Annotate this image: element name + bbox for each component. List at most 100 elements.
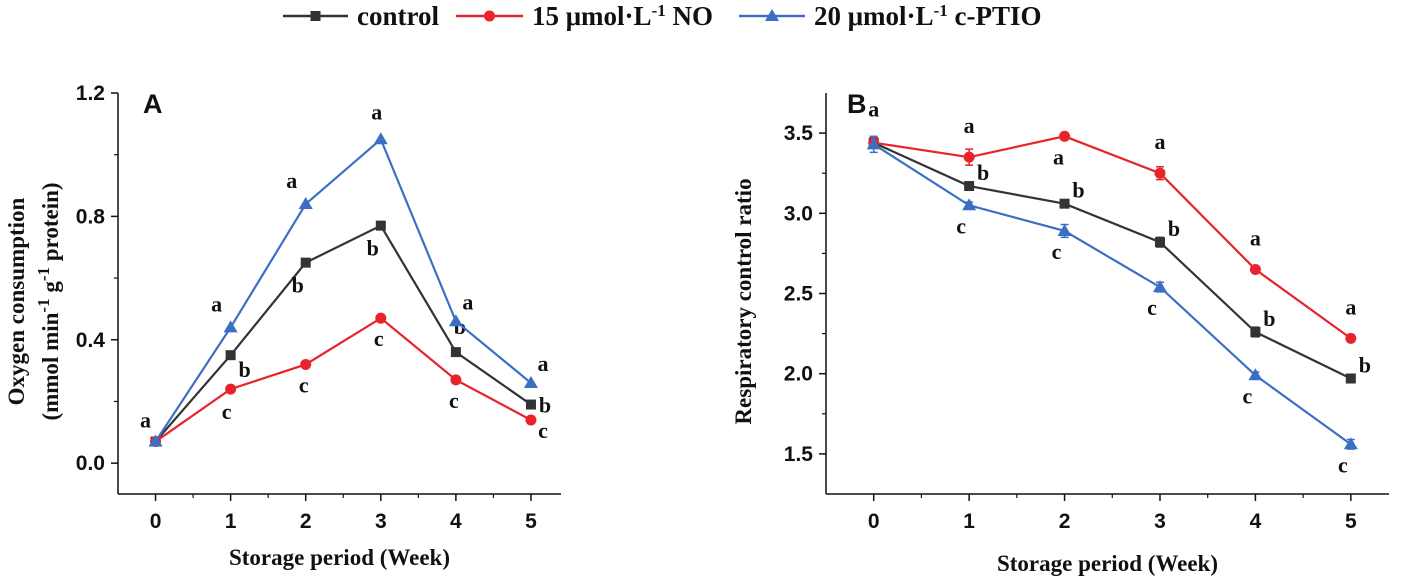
x-axis-title: Storage period (Week) [229, 545, 450, 570]
data-point-triangle [1152, 280, 1167, 293]
x-tick-label: 5 [1345, 510, 1357, 533]
y-axis-title: Respiratory control ratio [731, 178, 756, 424]
y-tick-label: 0.0 [76, 452, 105, 475]
legend-item: 20 μmol·L-1 c-PTIO [739, 1, 1041, 32]
significance-letter: b [1168, 216, 1180, 241]
data-point-triangle [1343, 437, 1358, 450]
significance-letter: a [462, 289, 473, 314]
significance-letter: c [449, 388, 459, 413]
data-point-circle [450, 374, 462, 386]
significance-letter: c [956, 213, 966, 238]
significance-letter: a [537, 351, 548, 376]
x-axis-title: Storage period (Week) [997, 551, 1218, 576]
significance-letter: b [239, 357, 251, 382]
series-line [873, 141, 1352, 380]
y-tick-label: 3.0 [784, 202, 813, 225]
legend-item: control [283, 1, 439, 31]
y-tick-label: 1.5 [784, 443, 814, 466]
data-point-circle [963, 151, 975, 163]
legend-square-marker [310, 11, 321, 21]
series-line [154, 137, 532, 443]
data-point-triangle [298, 197, 313, 210]
data-point-square [450, 347, 461, 358]
legend-label: 20 μmol·L-1 c-PTIO [814, 1, 1041, 32]
chart-panel-b: 1.5 2.0 2.5 3.0 3.5 0 1 2 3 4 5 B Storage period (We… [731, 89, 1389, 576]
legend-label: 15 μmol·L-1 NO [532, 1, 713, 32]
data-point-square [1250, 326, 1261, 337]
data-point-circle [225, 383, 237, 395]
series-line [154, 224, 532, 443]
significance-letter: c [1243, 383, 1253, 408]
significance-letter: c [1338, 452, 1348, 477]
chart-panel-a: 0.0 0.4 0.8 1.2 0 1 2 3 4 5 A Storage period (Week)… [4, 82, 561, 570]
significance-letter: b [1263, 306, 1275, 331]
significance-letter: b [1072, 178, 1084, 203]
legend-triangle-marker [765, 9, 779, 21]
panel-letter: A [143, 89, 163, 119]
data-point-triangle [523, 375, 538, 388]
significance-letter: a [371, 99, 382, 124]
legend-label: control [357, 1, 439, 31]
x-tick-label: 1 [963, 510, 975, 533]
data-point-square [1059, 198, 1070, 209]
significance-letter: b [539, 393, 551, 418]
series-circle: c c c c c [150, 312, 548, 448]
legend-item: 15 μmol·L-1 NO [456, 1, 713, 32]
data-point-square [375, 220, 386, 231]
significance-letter: c [1052, 239, 1062, 264]
y-axis-title-units: (mmol min-1 g-1 protein) [34, 182, 64, 420]
panel-letter: B [847, 89, 867, 119]
series-triangle: a a a a a a [140, 99, 548, 447]
significance-letter: c [374, 326, 384, 351]
significance-letter: c [299, 372, 309, 397]
x-tick-label: 3 [1154, 510, 1166, 533]
significance-letter: a [1250, 225, 1261, 250]
significance-letter: a [286, 168, 297, 193]
significance-letter: a [868, 97, 879, 122]
data-point-circle [300, 358, 312, 370]
y-tick-label: 3.5 [784, 122, 814, 145]
x-tick-label: 4 [1250, 510, 1262, 533]
series-line [873, 143, 1352, 446]
data-point-circle [375, 312, 387, 324]
significance-letter: b [367, 236, 379, 261]
y-tick-label: 1.2 [76, 82, 105, 105]
significance-letter: a [1154, 129, 1165, 154]
significance-letter: c [222, 399, 232, 424]
significance-letter: b [977, 160, 989, 185]
data-point-square [1154, 237, 1165, 248]
x-tick-label: 1 [225, 510, 237, 533]
series-triangle: c c c c c [866, 135, 1358, 477]
data-point-circle [525, 414, 537, 426]
x-tick-label: 0 [868, 510, 880, 533]
legend-circle-marker [484, 10, 495, 22]
x-tick-label: 4 [450, 510, 462, 533]
data-point-square [1345, 373, 1356, 384]
series-line [873, 135, 1352, 340]
y-tick-label: 0.4 [76, 329, 106, 352]
x-tick-label: 3 [375, 510, 387, 533]
y-tick-label: 2.5 [784, 283, 814, 306]
x-tick-label: 0 [150, 510, 162, 533]
data-point-triangle [223, 320, 238, 333]
data-point-triangle [866, 137, 881, 150]
significance-letter: a [964, 113, 975, 138]
data-point-square [525, 399, 536, 410]
y-axis-title: Oxygen consumption [4, 197, 29, 405]
y-tick-label: 2.0 [784, 363, 813, 386]
significance-letter: a [211, 291, 222, 316]
data-point-square [964, 181, 975, 192]
data-point-triangle [962, 198, 977, 211]
data-point-triangle [1248, 368, 1263, 381]
data-point-circle [1345, 332, 1357, 344]
series-line [154, 316, 532, 443]
data-point-triangle [373, 132, 388, 145]
significance-letter: b [292, 273, 304, 298]
x-tick-label: 2 [300, 510, 312, 533]
data-point-circle [1249, 263, 1261, 275]
data-point-square [225, 350, 236, 361]
data-point-triangle [148, 434, 163, 447]
legend: control 15 μmol·L-1 NO 20 μmol·L-1 c-PTIO [283, 1, 1041, 32]
